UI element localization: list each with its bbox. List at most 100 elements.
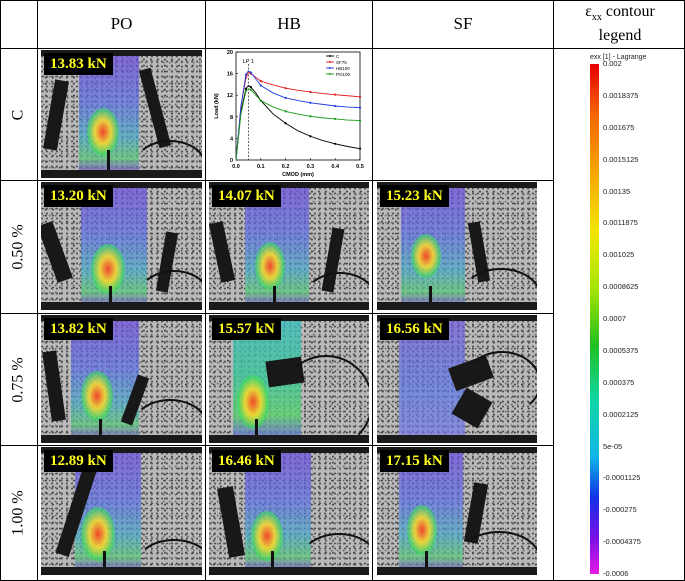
column-header-sf: SF bbox=[453, 14, 473, 33]
y-tick-label: 20 bbox=[227, 50, 233, 56]
series-point bbox=[244, 73, 248, 76]
colorbar-tick-label: 0.0007 bbox=[603, 314, 626, 323]
table-divider bbox=[0, 48, 553, 49]
colorbar-tick-label: -0.0004375 bbox=[603, 537, 641, 547]
legend-marker bbox=[329, 55, 331, 57]
dic-photo: 13.82 kN bbox=[41, 315, 202, 443]
table-divider bbox=[37, 0, 38, 581]
legend-title: εxx contour legend bbox=[585, 2, 655, 45]
table-divider bbox=[0, 180, 553, 181]
load-value: 13.83 kN bbox=[44, 53, 113, 75]
x-tick-label: 0.0 bbox=[232, 164, 240, 170]
y-tick-label: 12 bbox=[227, 93, 233, 99]
dic-photo: 13.83 kN bbox=[41, 50, 202, 178]
row-label-050: 0.50 % bbox=[9, 224, 27, 270]
series-line-hb100 bbox=[235, 70, 361, 161]
load-value: 16.56 kN bbox=[380, 318, 449, 340]
legend-entry: PO100 bbox=[336, 72, 351, 77]
table-divider bbox=[0, 445, 553, 446]
colorbar-tick-label: 0.0005375 bbox=[603, 345, 639, 355]
series-line-sf75 bbox=[235, 71, 361, 161]
series-point bbox=[334, 93, 337, 96]
series-point bbox=[334, 142, 337, 145]
load-cmod-chart: 0.0 0.1 0.2 0.3 0.4 0.5 0 4 8 12 16 20 CMOD (mm) Load… bbox=[214, 50, 364, 178]
x-tick-label: 0.1 bbox=[257, 164, 265, 170]
series-point bbox=[334, 104, 337, 108]
dic-photo: 17.15 kN bbox=[377, 447, 537, 575]
chart-axes: 0.0 0.1 0.2 0.3 0.4 0.5 0 4 8 12 16 20 CMOD (mm) Load… bbox=[214, 50, 364, 178]
series-point bbox=[244, 87, 248, 90]
legend-entry: HB100 bbox=[336, 66, 350, 71]
load-value: 13.20 kN bbox=[44, 185, 113, 207]
x-tick-label: 0.3 bbox=[307, 164, 315, 170]
colorbar-tick-label: 0.001675 bbox=[603, 122, 635, 132]
dic-photo: 16.56 kN bbox=[377, 315, 537, 443]
series-point bbox=[284, 96, 287, 99]
colorbar-tick-label: 0.0011875 bbox=[603, 218, 638, 228]
colorbar-tick-label: 0.0015125 bbox=[603, 154, 639, 164]
colorbar-tick-label: 0.0018375 bbox=[603, 90, 639, 100]
series-line-c bbox=[235, 84, 361, 161]
strain-colorbar bbox=[590, 64, 599, 574]
column-header-hb: HB bbox=[277, 14, 301, 33]
load-value: 15.23 kN bbox=[380, 185, 449, 207]
colorbar-tick-label: 0.0002125 bbox=[603, 409, 639, 419]
legend-marker bbox=[329, 61, 331, 63]
y-axis-label: Load (kN) bbox=[214, 93, 220, 119]
table-divider bbox=[553, 0, 554, 581]
series-point bbox=[259, 99, 262, 102]
series-point bbox=[309, 135, 312, 138]
dic-photo: 13.20 kN bbox=[41, 182, 202, 310]
column-header-po: PO bbox=[110, 14, 133, 33]
x-tick-label: 0.5 bbox=[356, 164, 364, 170]
annotation-label: LP 1 bbox=[243, 59, 254, 65]
colorbar-tick-label: 0.001025 bbox=[603, 250, 635, 260]
colorbar-tick-label: -0.000275 bbox=[603, 505, 637, 515]
table-border bbox=[0, 0, 685, 1]
y-tick-label: 0 bbox=[230, 158, 233, 164]
y-tick-label: 8 bbox=[230, 115, 233, 121]
series-point bbox=[309, 90, 312, 94]
row-label-100: 1.00 % bbox=[9, 490, 27, 536]
dic-photo: 16.46 kN bbox=[209, 447, 369, 575]
colorbar-tick-label: -0.0001125 bbox=[603, 473, 641, 483]
chart-series bbox=[235, 70, 362, 161]
load-value: 15.57 kN bbox=[212, 318, 281, 340]
series-point bbox=[309, 101, 312, 104]
legend-marker bbox=[329, 73, 331, 75]
colorbar-tick-label: 0.00135 bbox=[603, 186, 631, 196]
series-point bbox=[259, 84, 262, 87]
load-value: 16.46 kN bbox=[212, 450, 281, 472]
dic-photo: 12.89 kN bbox=[41, 447, 202, 575]
series-point bbox=[309, 115, 312, 118]
x-tick-label: 0.2 bbox=[282, 164, 290, 170]
row-label-075: 0.75 % bbox=[9, 356, 27, 403]
dic-photo: 15.23 kN bbox=[377, 182, 537, 310]
x-tick-label: 0.4 bbox=[331, 164, 340, 170]
series-point bbox=[249, 88, 252, 91]
series-point bbox=[284, 110, 287, 113]
colorbar-tick-label: 0.002 bbox=[603, 59, 622, 68]
row-label-c: C bbox=[9, 109, 27, 120]
series-point bbox=[358, 147, 362, 150]
table-divider bbox=[205, 0, 206, 581]
table-border bbox=[0, 0, 1, 581]
series-point bbox=[249, 71, 252, 74]
table-divider bbox=[372, 0, 373, 581]
series-point bbox=[334, 117, 337, 121]
table-divider bbox=[553, 48, 685, 49]
load-value: 12.89 kN bbox=[44, 450, 113, 472]
x-axis-label: CMOD (mm) bbox=[282, 172, 314, 178]
series-point bbox=[284, 122, 287, 125]
legend-marker bbox=[329, 67, 331, 69]
load-value: 17.15 kN bbox=[380, 450, 449, 472]
y-tick-label: 4 bbox=[230, 136, 234, 142]
colorbar-title: exx [1] - Lagrange bbox=[590, 54, 647, 61]
legend-entry: C bbox=[336, 54, 340, 59]
y-tick-label: 16 bbox=[227, 72, 233, 78]
colorbar-tick-label: 5e-05 bbox=[603, 441, 623, 451]
series-point bbox=[244, 89, 248, 92]
dic-photo: 15.57 kN bbox=[209, 315, 369, 443]
series-point bbox=[358, 95, 362, 98]
